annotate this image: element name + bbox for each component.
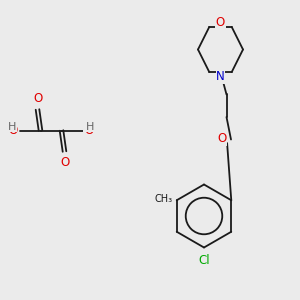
Text: CH₃: CH₃: [155, 194, 173, 204]
Text: O: O: [9, 124, 18, 137]
Text: Cl: Cl: [198, 254, 210, 267]
Text: O: O: [218, 132, 226, 146]
Text: O: O: [60, 156, 69, 169]
Text: N: N: [216, 70, 225, 83]
Text: H: H: [8, 122, 16, 132]
Text: O: O: [33, 92, 42, 105]
Text: H: H: [86, 122, 94, 132]
Text: O: O: [84, 124, 93, 137]
Text: O: O: [216, 16, 225, 29]
